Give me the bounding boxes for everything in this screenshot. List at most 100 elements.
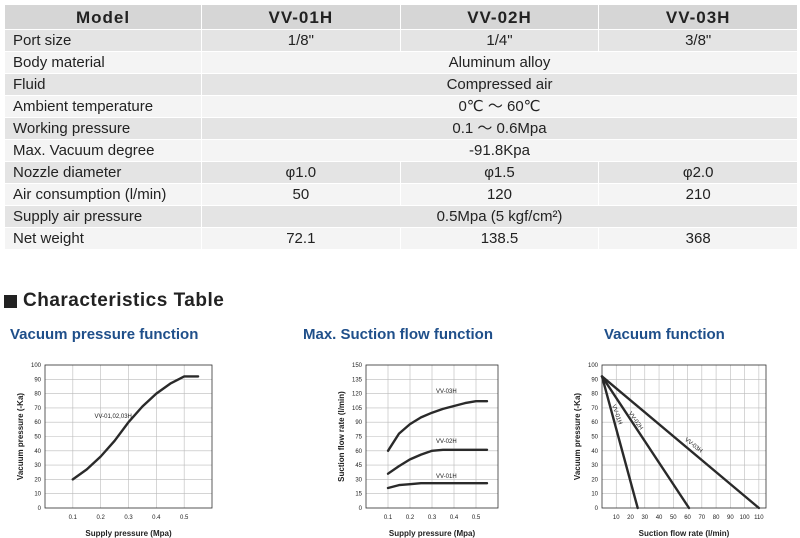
row-label: Supply air pressure [5, 206, 201, 227]
x-tick-label: 0.2 [96, 515, 105, 521]
x-tick-label: 20 [627, 515, 634, 521]
y-tick-label: 100 [31, 363, 42, 369]
y-tick-label: 90 [355, 420, 362, 426]
table-row: Working pressure 0.1 ～ 0.6Mpa [5, 118, 797, 139]
x-axis-label: Supply pressure (Mpa) [389, 529, 476, 538]
table-row: Air consumption (l/min) 50 120 210 [5, 184, 797, 205]
y-tick-label: 0 [38, 506, 42, 512]
series-line [386, 448, 489, 475]
y-tick-label: 40 [591, 449, 598, 455]
spec-header-row: Model VV-01H VV-02H VV-03H [5, 5, 797, 29]
series-line [600, 375, 761, 510]
x-tick-label: 90 [727, 515, 734, 521]
x-tick-label: 60 [684, 515, 691, 521]
cell-value: Aluminum alloy [202, 52, 797, 73]
plot-frame [365, 364, 499, 509]
y-tick-label: 105 [352, 406, 363, 412]
y-tick-label: 70 [591, 406, 598, 412]
y-tick-label: 10 [34, 492, 41, 498]
x-tick-label: 0.4 [152, 515, 161, 521]
y-tick-label: 30 [34, 463, 41, 469]
cell-value: 368 [599, 228, 797, 249]
x-tick-label: 0.2 [406, 515, 415, 521]
y-tick-label: 15 [355, 492, 362, 498]
y-tick-label: 90 [591, 377, 598, 383]
cell-value: φ1.5 [400, 162, 599, 183]
y-tick-label: 50 [34, 435, 41, 441]
y-tick-label: 50 [591, 435, 598, 441]
cell-value: 0℃ ～ 60℃ [202, 96, 797, 117]
series-line [386, 482, 489, 490]
table-row: Supply air pressure 0.5Mpa (5 kgf/cm²) [5, 206, 797, 227]
x-tick-label: 30 [641, 515, 648, 521]
cell-value: φ2.0 [599, 162, 797, 183]
cell-value: -91.8Kpa [202, 140, 797, 161]
row-label: Working pressure [5, 118, 201, 139]
y-axis-label: Vacuum pressure (-Ka) [16, 393, 25, 480]
table-row: Port size 1/8" 1/4" 3/8" [5, 30, 797, 51]
x-tick-label: 40 [656, 515, 663, 521]
x-tick-label: 80 [713, 515, 720, 521]
x-tick-label: 10 [613, 515, 620, 521]
y-tick-label: 90 [34, 377, 41, 383]
x-tick-label: 0.3 [124, 515, 133, 521]
chart-title-suction-flow: Max. Suction flow function [303, 326, 493, 343]
header-vv02h: VV-02H [400, 5, 599, 29]
header-vv03h: VV-03H [599, 5, 797, 29]
series-label: VV-02H [436, 439, 457, 445]
y-tick-label: 80 [34, 392, 41, 398]
y-axis-label: Vacuum pressure (-Ka) [573, 393, 582, 480]
x-tick-label: 0.3 [428, 515, 437, 521]
y-tick-label: 45 [355, 463, 362, 469]
series-line [71, 375, 200, 481]
x-tick-label: 0.5 [180, 515, 189, 521]
cell-value: 138.5 [400, 228, 599, 249]
x-tick-label: 50 [670, 515, 677, 521]
series-line [600, 375, 691, 510]
chart-title-vacuum: Vacuum function [604, 326, 725, 343]
square-bullet-icon [4, 294, 17, 308]
suction-flow-chart: 0 15 30 45 60 75 90 105 120 135 150 0.1 0.2 0.3 0.4 0.5… [337, 363, 499, 538]
table-row: Ambient temperature 0℃ ～ 60℃ [5, 96, 797, 117]
y-tick-label: 20 [34, 477, 41, 483]
cell-value: 1/4" [400, 30, 599, 51]
y-tick-label: 10 [591, 492, 598, 498]
section-title: Characteristics Table [4, 290, 224, 312]
cell-value: 1/8" [202, 30, 400, 51]
table-row: Max. Vacuum degree -91.8Kpa [5, 140, 797, 161]
row-label: Air consumption (l/min) [5, 184, 201, 205]
y-tick-label: 30 [591, 463, 598, 469]
plot-frame [601, 364, 767, 509]
table-row: Body material Aluminum alloy [5, 52, 797, 73]
series-line [386, 400, 489, 452]
plot-frame [44, 364, 213, 509]
cell-value: 0.1 ～ 0.6Mpa [202, 118, 797, 139]
x-tick-label: 100 [740, 515, 751, 521]
y-tick-label: 150 [352, 363, 363, 369]
y-tick-label: 0 [359, 506, 363, 512]
cell-value: 72.1 [202, 228, 400, 249]
section-title-text: Characteristics Table [23, 290, 225, 311]
vacuum-chart: 0 10 20 30 40 50 60 70 80 90 100 10 20 30 40 50 60 70 80 90… [573, 363, 767, 538]
series-label: VV-03H [436, 389, 457, 395]
x-axis-label: Suction flow rate (l/min) [639, 529, 730, 538]
y-tick-label: 135 [352, 377, 363, 383]
y-tick-label: 40 [34, 449, 41, 455]
vacuum-pressure-chart: 0 10 20 30 40 50 60 70 80 90 100 0.1 0.2 0.3 0.4 0.5 Sup… [16, 363, 213, 538]
x-tick-label: 70 [698, 515, 705, 521]
row-label: Ambient temperature [5, 96, 201, 117]
cell-value: 0.5Mpa (5 kgf/cm²) [202, 206, 797, 227]
row-label: Body material [5, 52, 201, 73]
table-row: Nozzle diameter φ1.0 φ1.5 φ2.0 [5, 162, 797, 183]
y-tick-label: 100 [588, 363, 599, 369]
cell-value: φ1.0 [202, 162, 400, 183]
y-tick-label: 70 [34, 406, 41, 412]
x-tick-label: 110 [754, 515, 764, 521]
y-axis-label: Suction flow rate (l/min) [337, 391, 346, 482]
x-tick-label: 0.4 [450, 515, 459, 521]
spec-table: Model VV-01H VV-02H VV-03H Port size 1/8… [4, 4, 798, 250]
chart-title-vacuum-pressure: Vacuum pressure function [10, 326, 199, 343]
table-row: Fluid Compressed air [5, 74, 797, 95]
row-label: Max. Vacuum degree [5, 140, 201, 161]
y-tick-label: 0 [595, 506, 599, 512]
